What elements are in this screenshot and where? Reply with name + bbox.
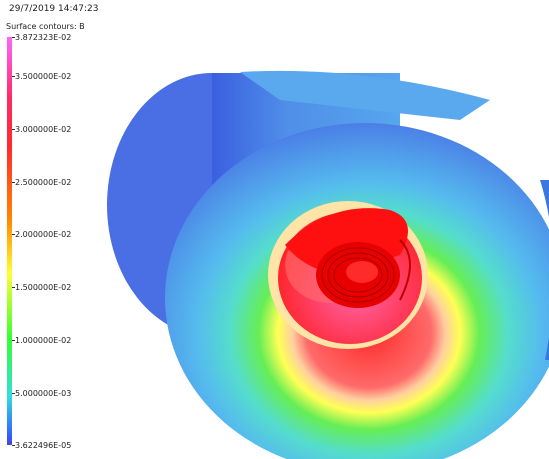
colorbar-tick-label: 3.500000E-02	[15, 72, 72, 82]
colorbar-tick-label: 3.872323E-02	[15, 33, 72, 42]
cylinder-rim	[540, 180, 549, 360]
colorbar-tick-mark	[12, 392, 15, 394]
timestamp: 29/7/2019 14:47:23	[9, 4, 99, 14]
colorbar-tick-mark	[12, 445, 15, 446]
legend-title: Surface contours: B	[6, 22, 85, 31]
colorbar-tick-mark	[12, 339, 15, 341]
colorbar	[7, 37, 12, 445]
colorbar-tick-mark	[12, 181, 15, 183]
colorbar-tick-label: 3.000000E-02	[15, 124, 72, 134]
coil-conductor	[285, 208, 411, 308]
3d-viewport[interactable]	[100, 60, 549, 459]
colorbar-tick-label: 3.622496E-05	[15, 441, 72, 450]
colorbar-tick-label: 5.000000E-03	[15, 388, 72, 398]
colorbar-tick-mark	[12, 234, 15, 236]
colorbar-tick-label: 1.000000E-02	[15, 335, 72, 345]
colorbar-tick-label: 2.500000E-02	[15, 177, 72, 187]
colorbar-tick-label: 2.000000E-02	[15, 230, 72, 240]
colorbar-tick-label: 1.500000E-02	[15, 283, 72, 293]
colorbar-tick-mark	[12, 37, 15, 38]
colorbar-tick-mark	[12, 128, 15, 130]
colorbar-tick-mark	[12, 287, 15, 289]
colorbar-tick-mark	[12, 76, 15, 78]
